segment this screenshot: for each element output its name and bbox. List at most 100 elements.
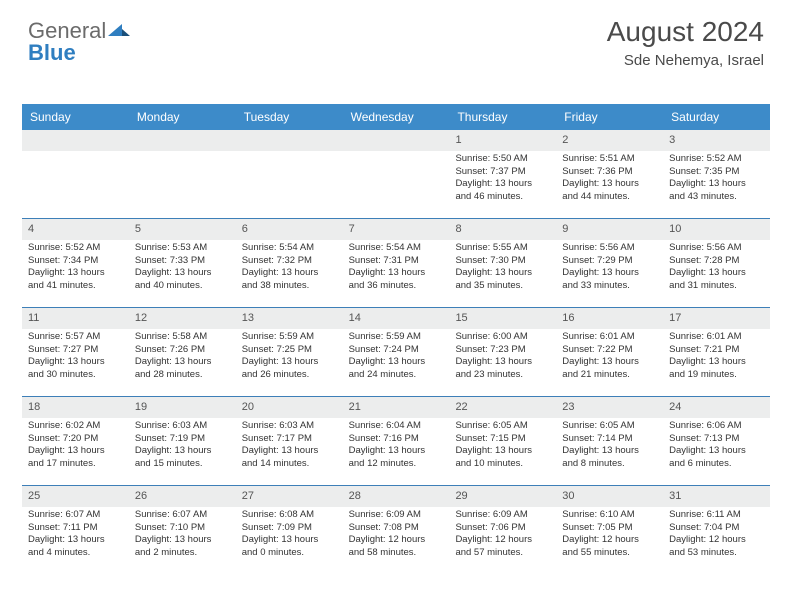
daylight-line: Daylight: 13 hours and 24 minutes. bbox=[349, 356, 444, 382]
sunrise-line: Sunrise: 5:55 AM bbox=[455, 242, 550, 255]
day-body: Sunrise: 5:56 AMSunset: 7:29 PMDaylight:… bbox=[556, 240, 663, 297]
sunset-line: Sunset: 7:20 PM bbox=[28, 433, 123, 446]
sunrise-line: Sunrise: 6:08 AM bbox=[242, 509, 337, 522]
day-cell: 29Sunrise: 6:09 AMSunset: 7:06 PMDayligh… bbox=[449, 486, 556, 574]
day-body: Sunrise: 6:10 AMSunset: 7:05 PMDaylight:… bbox=[556, 507, 663, 564]
column-header: Wednesday bbox=[343, 104, 450, 130]
week-row: 11Sunrise: 5:57 AMSunset: 7:27 PMDayligh… bbox=[22, 307, 770, 396]
day-cell: 13 Sunrise: 5:59 AMSunset: 7:25 PMDayligh… bbox=[236, 308, 343, 396]
day-number: 18 bbox=[22, 397, 129, 418]
sunrise-line: Sunrise: 6:09 AM bbox=[349, 509, 444, 522]
day-cell: 5Sunrise: 5:53 AMSunset: 7:33 PMDaylight… bbox=[129, 219, 236, 307]
daylight-line: Daylight: 13 hours and 41 minutes. bbox=[28, 267, 123, 293]
day-number: 26 bbox=[129, 486, 236, 507]
sunrise-line: Sunrise: 6:01 AM bbox=[562, 331, 657, 344]
day-cell: 15Sunrise: 6:00 AMSunset: 7:23 PMDayligh… bbox=[449, 308, 556, 396]
day-number: 29 bbox=[449, 486, 556, 507]
day-number: 1 bbox=[449, 130, 556, 151]
day-cell: 24Sunrise: 6:06 AMSunset: 7:13 PMDayligh… bbox=[663, 397, 770, 485]
daylight-line: Daylight: 13 hours and 35 minutes. bbox=[455, 267, 550, 293]
daylight-line: Daylight: 13 hours and 10 minutes. bbox=[455, 445, 550, 471]
sunset-line: Sunset: 7:19 PM bbox=[135, 433, 230, 446]
daylight-line: Daylight: 12 hours and 53 minutes. bbox=[669, 534, 764, 560]
day-cell: 30Sunrise: 6:10 AMSunset: 7:05 PMDayligh… bbox=[556, 486, 663, 574]
daylight-line: Daylight: 13 hours and 33 minutes. bbox=[562, 267, 657, 293]
sunset-line: Sunset: 7:27 PM bbox=[28, 344, 123, 357]
sunrise-line: Sunrise: 5:59 AM bbox=[242, 331, 337, 344]
sunrise-line: Sunrise: 5:59 AM bbox=[349, 331, 444, 344]
day-body: Sunrise: 6:01 AMSunset: 7:22 PMDaylight:… bbox=[556, 329, 663, 386]
sunset-line: Sunset: 7:22 PM bbox=[562, 344, 657, 357]
day-number: 22 bbox=[449, 397, 556, 418]
sunset-line: Sunset: 7:23 PM bbox=[455, 344, 550, 357]
day-cell: 20Sunrise: 6:03 AMSunset: 7:17 PMDayligh… bbox=[236, 397, 343, 485]
day-number: 10 bbox=[663, 219, 770, 240]
sunset-line: Sunset: 7:37 PM bbox=[455, 166, 550, 179]
sunrise-line: Sunrise: 6:06 AM bbox=[669, 420, 764, 433]
daylight-line: Daylight: 13 hours and 44 minutes. bbox=[562, 178, 657, 204]
day-cell: 23Sunrise: 6:05 AMSunset: 7:14 PMDayligh… bbox=[556, 397, 663, 485]
day-number: 13 bbox=[236, 308, 343, 329]
day-number bbox=[22, 130, 129, 151]
daylight-line: Daylight: 13 hours and 14 minutes. bbox=[242, 445, 337, 471]
sunrise-line: Sunrise: 6:07 AM bbox=[28, 509, 123, 522]
day-body: Sunrise: 5:57 AMSunset: 7:27 PMDaylight:… bbox=[22, 329, 129, 386]
sunset-line: Sunset: 7:35 PM bbox=[669, 166, 764, 179]
sunset-line: Sunset: 7:11 PM bbox=[28, 522, 123, 535]
sunset-line: Sunset: 7:34 PM bbox=[28, 255, 123, 268]
day-body: Sunrise: 5:53 AMSunset: 7:33 PMDaylight:… bbox=[129, 240, 236, 297]
day-number: 7 bbox=[343, 219, 450, 240]
month-title: August 2024 bbox=[607, 16, 764, 48]
sunrise-line: Sunrise: 5:51 AM bbox=[562, 153, 657, 166]
day-number: 30 bbox=[556, 486, 663, 507]
day-number: 27 bbox=[236, 486, 343, 507]
daylight-line: Daylight: 13 hours and 26 minutes. bbox=[242, 356, 337, 382]
day-body: Sunrise: 6:03 AMSunset: 7:19 PMDaylight:… bbox=[129, 418, 236, 475]
sunset-line: Sunset: 7:25 PM bbox=[242, 344, 337, 357]
sunrise-line: Sunrise: 6:03 AM bbox=[242, 420, 337, 433]
sunset-line: Sunset: 7:21 PM bbox=[669, 344, 764, 357]
sunset-line: Sunset: 7:06 PM bbox=[455, 522, 550, 535]
day-cell: 27Sunrise: 6:08 AMSunset: 7:09 PMDayligh… bbox=[236, 486, 343, 574]
sunrise-line: Sunrise: 6:11 AM bbox=[669, 509, 764, 522]
day-body: Sunrise: 6:02 AMSunset: 7:20 PMDaylight:… bbox=[22, 418, 129, 475]
day-cell: 2Sunrise: 5:51 AMSunset: 7:36 PMDaylight… bbox=[556, 130, 663, 218]
daylight-line: Daylight: 13 hours and 4 minutes. bbox=[28, 534, 123, 560]
day-body: Sunrise: 5:52 AMSunset: 7:35 PMDaylight:… bbox=[663, 151, 770, 208]
day-number bbox=[343, 130, 450, 151]
day-cell: 26Sunrise: 6:07 AMSunset: 7:10 PMDayligh… bbox=[129, 486, 236, 574]
day-number: 4 bbox=[22, 219, 129, 240]
sunrise-line: Sunrise: 6:05 AM bbox=[455, 420, 550, 433]
column-header: Tuesday bbox=[236, 104, 343, 130]
daylight-line: Daylight: 13 hours and 36 minutes. bbox=[349, 267, 444, 293]
column-header: Thursday bbox=[449, 104, 556, 130]
sunset-line: Sunset: 7:26 PM bbox=[135, 344, 230, 357]
sunrise-line: Sunrise: 5:54 AM bbox=[242, 242, 337, 255]
column-header: Saturday bbox=[663, 104, 770, 130]
daylight-line: Daylight: 13 hours and 38 minutes. bbox=[242, 267, 337, 293]
day-number: 16 bbox=[556, 308, 663, 329]
header-row: SundayMondayTuesdayWednesdayThursdayFrid… bbox=[22, 104, 770, 130]
day-number: 14 bbox=[343, 308, 450, 329]
sunset-line: Sunset: 7:29 PM bbox=[562, 255, 657, 268]
daylight-line: Daylight: 13 hours and 30 minutes. bbox=[28, 356, 123, 382]
day-number: 3 bbox=[663, 130, 770, 151]
daylight-line: Daylight: 13 hours and 43 minutes. bbox=[669, 178, 764, 204]
day-body: Sunrise: 6:01 AMSunset: 7:21 PMDaylight:… bbox=[663, 329, 770, 386]
daylight-line: Daylight: 13 hours and 40 minutes. bbox=[135, 267, 230, 293]
day-cell: 17Sunrise: 6:01 AMSunset: 7:21 PMDayligh… bbox=[663, 308, 770, 396]
daylight-line: Daylight: 13 hours and 8 minutes. bbox=[562, 445, 657, 471]
day-number: 17 bbox=[663, 308, 770, 329]
sunrise-line: Sunrise: 6:09 AM bbox=[455, 509, 550, 522]
sunrise-line: Sunrise: 5:56 AM bbox=[562, 242, 657, 255]
day-body: Sunrise: 5:52 AMSunset: 7:34 PMDaylight:… bbox=[22, 240, 129, 297]
day-number: 2 bbox=[556, 130, 663, 151]
sunrise-line: Sunrise: 6:01 AM bbox=[669, 331, 764, 344]
weeks-container: 1Sunrise: 5:50 AMSunset: 7:37 PMDaylight… bbox=[22, 130, 770, 574]
day-number: 9 bbox=[556, 219, 663, 240]
week-row: 1Sunrise: 5:50 AMSunset: 7:37 PMDaylight… bbox=[22, 130, 770, 218]
sunrise-line: Sunrise: 5:52 AM bbox=[669, 153, 764, 166]
daylight-line: Daylight: 13 hours and 17 minutes. bbox=[28, 445, 123, 471]
day-body: Sunrise: 6:05 AMSunset: 7:14 PMDaylight:… bbox=[556, 418, 663, 475]
day-number: 15 bbox=[449, 308, 556, 329]
